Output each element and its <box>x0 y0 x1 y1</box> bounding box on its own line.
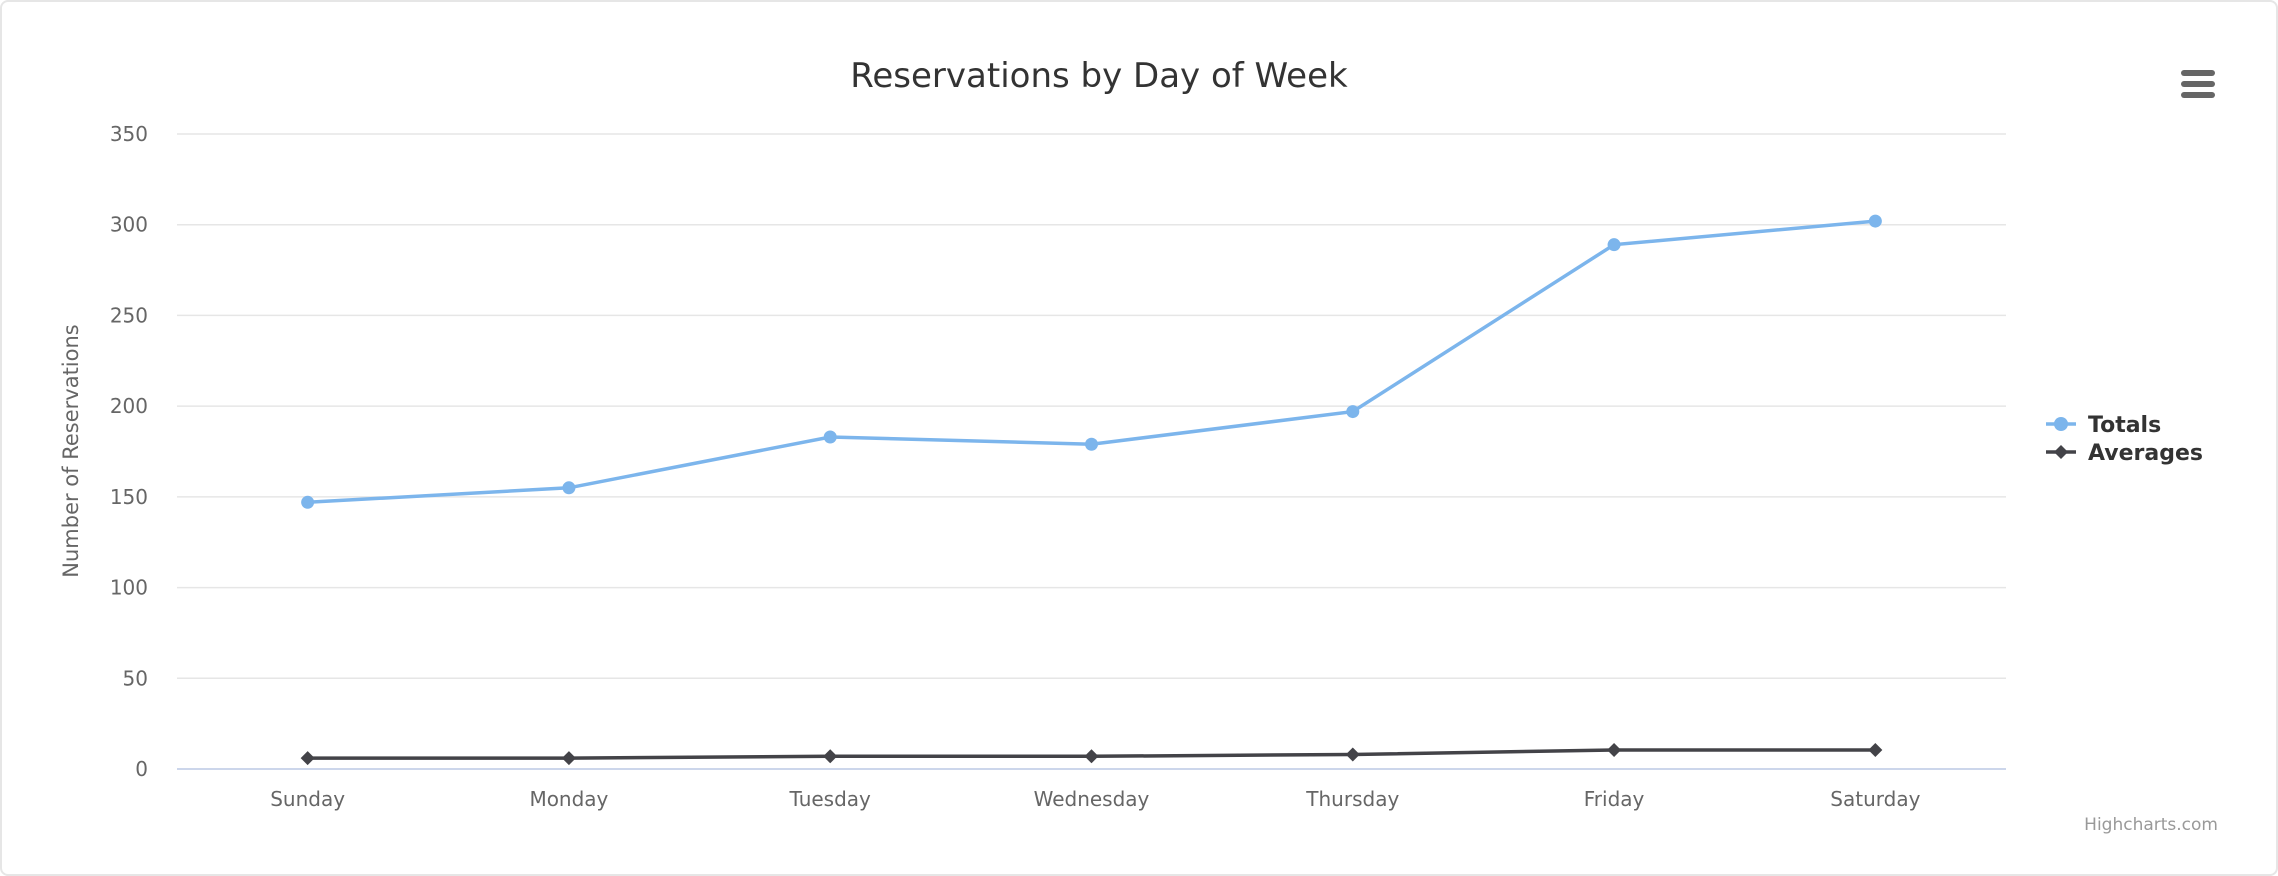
data-point <box>1607 742 1622 757</box>
data-point <box>1607 238 1621 252</box>
x-tick-label: Monday <box>529 787 608 811</box>
x-tick-label: Friday <box>1584 787 1645 811</box>
y-tick-label: 100 <box>110 576 148 600</box>
data-point <box>1868 214 1882 228</box>
x-tick-label: Thursday <box>1305 787 1399 811</box>
chart-title: Reservations by Day of Week <box>850 56 1348 96</box>
x-tick-label: Sunday <box>270 787 345 811</box>
credits-link[interactable]: Highcharts.com <box>2084 815 2218 835</box>
hamburger-menu-icon <box>2181 70 2215 76</box>
x-tick-label: Tuesday <box>789 787 872 811</box>
data-point <box>301 495 315 509</box>
legend-item-totals[interactable]: Totals <box>2046 413 2161 438</box>
x-tick-label: Saturday <box>1830 787 1920 811</box>
y-tick-label: 50 <box>123 666 148 690</box>
series-line-totals <box>307 219 1876 505</box>
y-tick-label: 250 <box>110 303 148 327</box>
circle-marker-icon <box>2054 417 2068 431</box>
data-point <box>1084 749 1099 764</box>
legend-item-averages[interactable]: Averages <box>2046 441 2203 466</box>
data-point <box>300 751 315 766</box>
y-axis-title: Number of Reservations <box>59 324 83 577</box>
y-tick-label: 0 <box>135 757 148 781</box>
data-point <box>823 430 837 444</box>
data-point <box>1085 437 1098 451</box>
y-tick-label: 350 <box>110 122 148 146</box>
legend-label: Totals <box>2088 413 2161 438</box>
x-tick-label: Wednesday <box>1034 787 1150 811</box>
data-point <box>561 751 576 766</box>
diamond-marker-icon <box>2054 445 2068 459</box>
data-point <box>823 749 838 764</box>
data-point <box>1346 405 1360 419</box>
y-tick-label: 300 <box>110 213 148 237</box>
legend-label: Averages <box>2088 441 2203 466</box>
context-menu-button[interactable] <box>2170 60 2220 104</box>
data-point <box>1868 742 1883 757</box>
y-tick-label: 200 <box>110 394 148 418</box>
data-point <box>1345 747 1360 762</box>
y-tick-label: 150 <box>110 485 148 509</box>
data-point <box>562 481 576 495</box>
